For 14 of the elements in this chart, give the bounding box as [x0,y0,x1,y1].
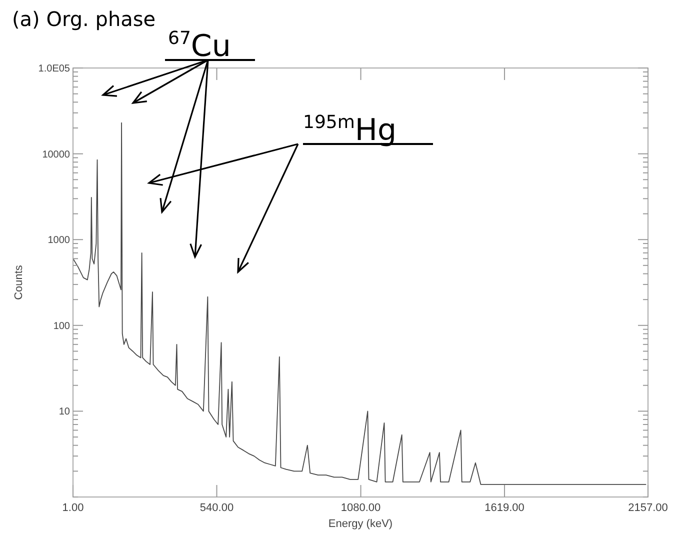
chart-title: (a) Org. phase [12,7,156,31]
x-tick-label: 1619.00 [484,502,524,514]
x-tick-label: 2157.00 [628,502,668,514]
y-tick-label: 1.0E05 [38,64,70,74]
x-tick-label: 540.00 [200,502,234,514]
y-tick-label: 100 [53,320,70,332]
y-tick-label: 10000 [42,149,70,160]
text: $^{67}$Cu [168,28,231,64]
y-axis-title: Counts [13,264,25,300]
x-tick-label: 1.00 [62,502,84,514]
y-tick-label: 1000 [48,235,70,246]
x-axis-title: Energy (keV) [328,518,393,530]
x-tick-label: 1080.00 [340,502,381,514]
y-tick-label: 10 [58,406,70,418]
